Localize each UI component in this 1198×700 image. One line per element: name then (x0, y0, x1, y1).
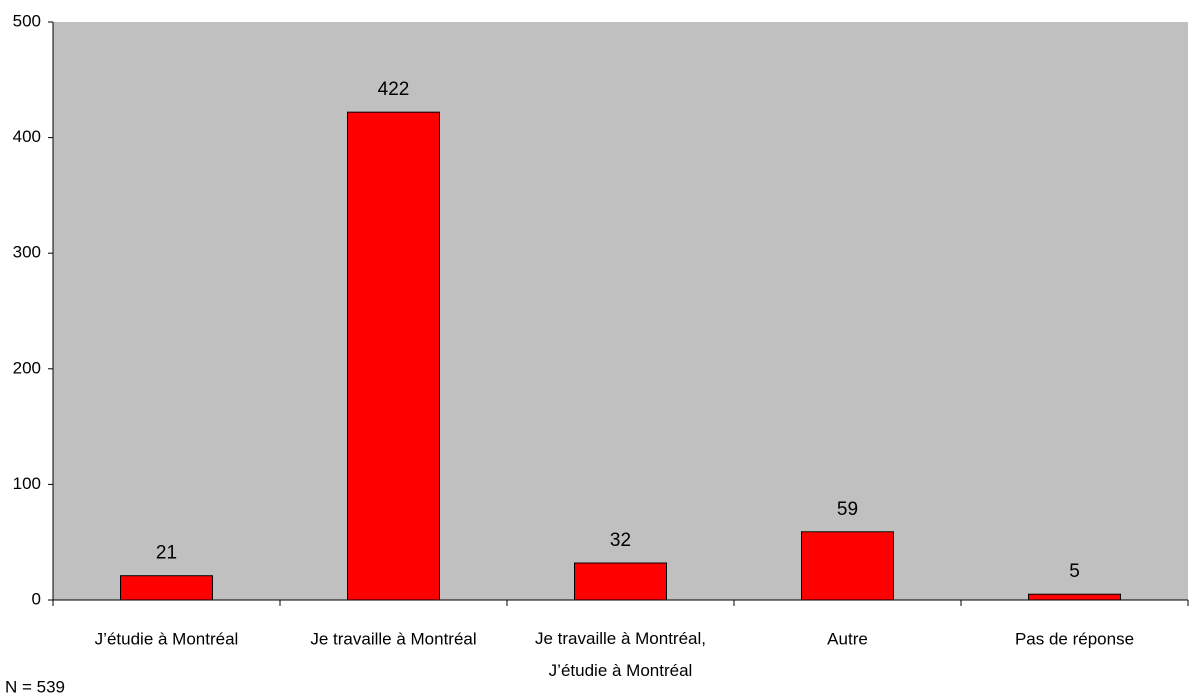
plot-area (53, 22, 1188, 600)
bar (347, 111, 440, 601)
note: N = 539 (5, 677, 65, 696)
bar (801, 531, 894, 601)
value-label: 59 (837, 499, 858, 520)
y-tick-label: 0 (32, 589, 41, 608)
value-label: 5 (1069, 561, 1080, 582)
x-tick-label: Je travaille à Montréal (310, 629, 476, 648)
value-label: 32 (610, 530, 631, 551)
y-tick-label: 200 (13, 358, 41, 377)
y-tick-label: 400 (13, 127, 41, 146)
bar (120, 575, 213, 601)
bar (1028, 593, 1121, 601)
x-tick-label: J’étudie à Montréal (95, 629, 239, 648)
y-tick-label: 500 (13, 11, 41, 30)
x-tick-label: Autre (827, 629, 868, 648)
x-tick-label: Je travaille à Montréal, J’étudie à Montr… (535, 629, 706, 680)
bar (574, 562, 667, 601)
y-tick-label: 300 (13, 243, 41, 262)
y-tick-label: 100 (13, 474, 41, 493)
value-label: 422 (378, 79, 410, 100)
value-label: 21 (156, 543, 177, 564)
x-tick-label: Pas de réponse (1015, 629, 1134, 648)
